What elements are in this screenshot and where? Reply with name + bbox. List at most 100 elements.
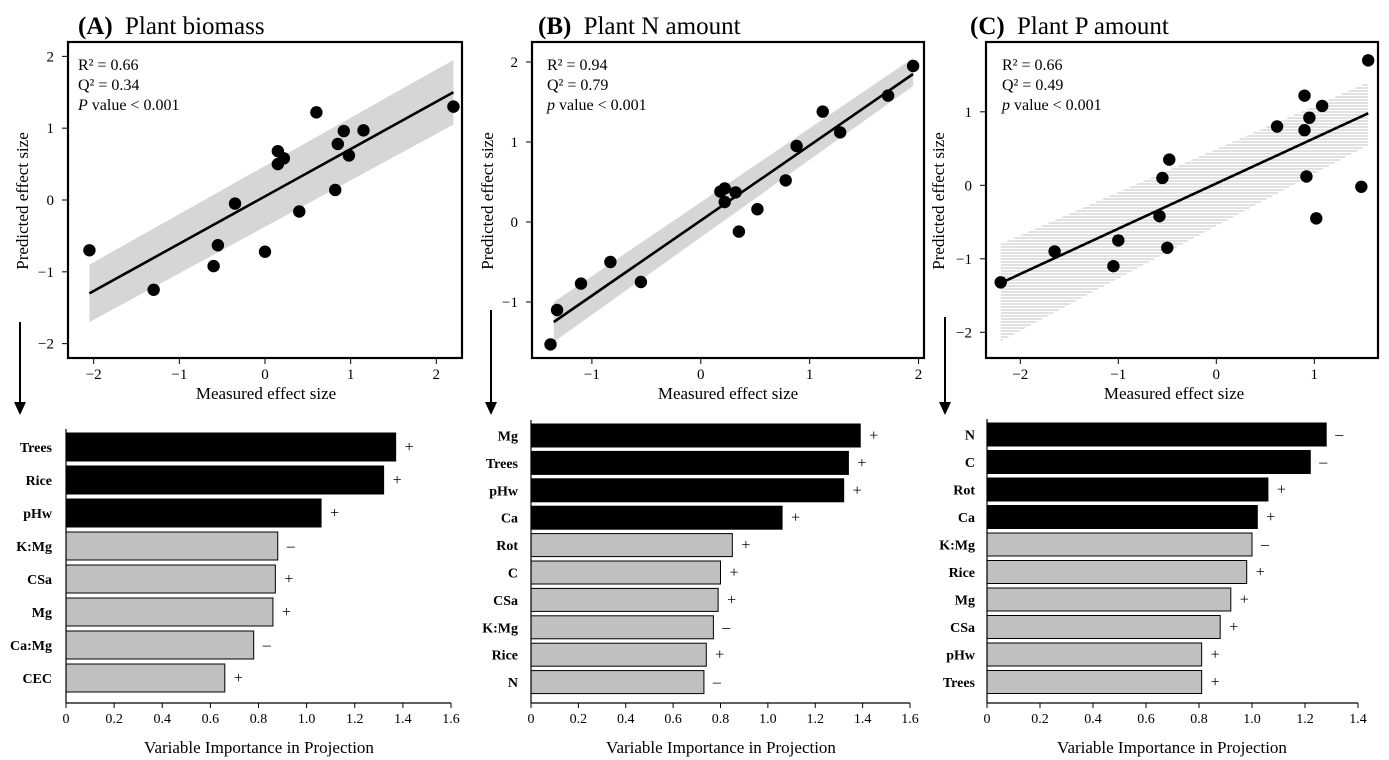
x-tick-label: 0 (261, 367, 269, 383)
panel-b-stat-p: p value < 0.001 (546, 97, 647, 114)
vip-sign: + (1256, 564, 1265, 581)
scatter-panel-2: −1 0 1 2 −1 0 1 2 (502, 40, 926, 383)
data-point (1156, 171, 1169, 185)
panel-a-xlabel: Measured effect size (196, 384, 336, 403)
data-point (790, 139, 803, 153)
vip-bar (986, 450, 1311, 474)
vip-bar-label: Rice (949, 566, 975, 581)
data-point (1303, 111, 1316, 124)
connector-arrow-c (939, 317, 951, 415)
x-tick-label: −1 (584, 367, 600, 383)
panel-a-stat-p: P value < 0.001 (77, 97, 179, 114)
vip-bar (986, 505, 1258, 529)
data-point (357, 124, 370, 137)
panel-c-stat-p: p value < 0.001 (1001, 97, 1102, 114)
data-point (550, 303, 564, 317)
data-point (329, 183, 342, 197)
x-tick-label: 1.6 (442, 712, 460, 727)
vip-sign: + (1211, 647, 1220, 664)
vip-bar-label: C (508, 567, 518, 582)
vip-sign: – (286, 538, 296, 555)
vip-sign: + (282, 604, 291, 621)
data-point (211, 239, 225, 252)
vip-bar-panel-3: N – C – Rot + Ca + K:Mg – Rice + Mg + CSa + pHw + Trees +0 0… (939, 419, 1367, 727)
panel-a-title: (A) Plant biomass (78, 13, 265, 40)
vip-bar (986, 670, 1203, 694)
data-point (634, 275, 648, 289)
data-point (1112, 234, 1125, 247)
x-tick-label: 1.0 (759, 712, 777, 727)
x-tick-label: 1.2 (807, 712, 825, 727)
x-tick-label: −1 (171, 367, 187, 383)
vip-bar-label: N (508, 676, 518, 691)
vip-sign: – (1260, 537, 1270, 554)
vip-sign: + (727, 592, 736, 609)
data-point (1355, 180, 1368, 193)
plot-frame (984, 40, 1380, 360)
x-tick-label: 0.2 (105, 712, 123, 727)
vip-bar-label: C (965, 456, 975, 471)
vip-bar-label: Mg (32, 606, 52, 621)
panel-b-stat-r2: R² = 0.94 (547, 57, 608, 74)
vip-sign: + (330, 505, 339, 522)
vip-bar (530, 533, 733, 558)
data-point (574, 277, 588, 290)
vip-bar-label: Rot (953, 484, 975, 499)
vip-bar-label: Rot (496, 539, 518, 554)
vip-sign: – (262, 637, 272, 654)
vip-bar (65, 630, 255, 660)
x-tick-label: 0.6 (1137, 712, 1155, 727)
x-tick-label: −2 (86, 367, 102, 383)
data-point (337, 124, 350, 138)
data-point (228, 197, 242, 210)
vip-bar-label: K:Mg (939, 539, 975, 554)
vip-bar (65, 465, 385, 495)
vip-sign: – (1318, 454, 1328, 471)
y-tick-label: −1 (956, 252, 972, 268)
bar-b-xlabel: Variable Importance in Projection (606, 738, 836, 757)
x-tick-label: 1.2 (1296, 712, 1314, 727)
data-point (732, 225, 746, 238)
x-tick-label: 2 (433, 367, 441, 383)
data-point (779, 174, 792, 187)
x-tick-label: 0 (984, 712, 991, 727)
vip-bar (530, 587, 719, 612)
vip-bar (65, 498, 322, 528)
panel-a-ylabel: Predicted effect size (13, 132, 32, 270)
vip-bar (65, 564, 276, 594)
x-tick-label: 0.6 (202, 712, 220, 727)
y-tick-label: 1 (47, 121, 55, 137)
vip-bar (65, 663, 226, 693)
vip-bar-label: CSa (27, 573, 52, 588)
vip-bar (530, 450, 849, 475)
vip-bar-label: pHw (23, 507, 53, 522)
data-point (83, 244, 96, 257)
y-tick-label: −2 (38, 337, 54, 353)
data-point (1298, 89, 1311, 102)
x-tick-label: 1 (347, 367, 355, 383)
vip-sign: + (857, 455, 866, 472)
vip-bar (986, 587, 1232, 612)
vip-bar-label: Mg (955, 594, 975, 609)
panel-c-stat-q2: Q² = 0.49 (1002, 77, 1063, 94)
confidence-band (553, 58, 914, 342)
vip-bar (986, 615, 1221, 639)
vip-sign: + (869, 428, 878, 445)
panel-a-stat-q2: Q² = 0.34 (78, 77, 139, 94)
scatter-panel-1: −2 −1 0 1 2 −2 −1 0 1 2 (38, 40, 464, 383)
x-tick-label: 1.0 (298, 712, 316, 727)
x-tick-label: 0.8 (1190, 712, 1208, 727)
vip-sign: + (1229, 619, 1238, 636)
vip-bar (530, 423, 861, 448)
data-point (310, 106, 323, 119)
data-point (1153, 209, 1166, 223)
panel-b-stat-q2: Q² = 0.79 (547, 77, 608, 94)
x-tick-label: 1.4 (854, 712, 872, 727)
vip-sign: + (791, 510, 800, 527)
vip-bar (986, 422, 1327, 447)
data-point (1362, 54, 1375, 67)
vip-bar-label: Trees (486, 457, 519, 472)
data-point (604, 255, 617, 269)
vip-bar-label: CSa (493, 594, 518, 609)
data-point (1107, 259, 1120, 273)
